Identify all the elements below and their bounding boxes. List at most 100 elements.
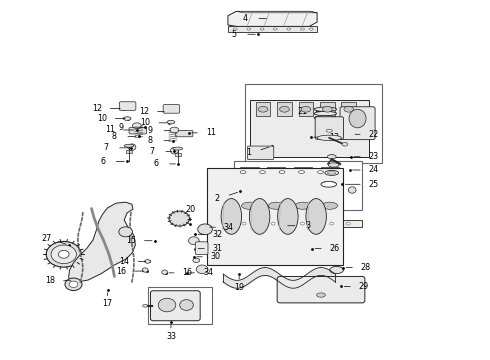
Bar [320, 167, 339, 206]
Ellipse shape [317, 135, 342, 140]
Bar [207, 168, 343, 265]
Text: 14: 14 [120, 257, 130, 266]
FancyBboxPatch shape [250, 100, 369, 157]
Text: 19: 19 [234, 283, 244, 292]
Text: 7: 7 [103, 143, 109, 152]
Text: 28: 28 [361, 263, 371, 272]
Ellipse shape [328, 163, 339, 167]
Ellipse shape [301, 107, 311, 112]
Text: 13: 13 [329, 132, 339, 141]
Ellipse shape [128, 144, 136, 150]
Ellipse shape [314, 116, 337, 120]
Ellipse shape [119, 227, 132, 237]
Ellipse shape [162, 270, 168, 274]
Ellipse shape [322, 107, 332, 112]
Ellipse shape [170, 127, 179, 133]
Ellipse shape [271, 222, 275, 225]
Ellipse shape [318, 171, 323, 174]
Ellipse shape [325, 170, 339, 175]
Ellipse shape [260, 171, 266, 174]
Ellipse shape [143, 304, 147, 307]
Ellipse shape [221, 199, 242, 234]
Text: 33: 33 [166, 332, 176, 341]
Text: 12: 12 [139, 107, 149, 116]
Ellipse shape [327, 172, 336, 174]
Ellipse shape [273, 28, 277, 30]
Ellipse shape [169, 211, 190, 226]
Text: 17: 17 [102, 300, 113, 309]
Bar [298, 102, 313, 116]
Ellipse shape [189, 237, 199, 245]
Ellipse shape [193, 258, 200, 262]
Ellipse shape [158, 298, 176, 312]
Text: 8: 8 [112, 132, 117, 141]
Bar [256, 102, 270, 116]
Ellipse shape [348, 187, 356, 193]
Text: 30: 30 [211, 252, 221, 261]
Text: 18: 18 [45, 276, 55, 285]
Text: 11: 11 [206, 129, 216, 138]
Ellipse shape [326, 129, 332, 132]
Ellipse shape [65, 278, 82, 291]
Polygon shape [228, 12, 317, 26]
Text: 10: 10 [141, 118, 150, 127]
Ellipse shape [132, 123, 141, 129]
Text: 6: 6 [154, 159, 159, 168]
Ellipse shape [258, 107, 268, 112]
Text: 2: 2 [214, 194, 220, 203]
Polygon shape [69, 202, 135, 285]
FancyBboxPatch shape [247, 146, 274, 159]
Ellipse shape [346, 222, 350, 225]
Ellipse shape [300, 222, 304, 225]
Text: 34: 34 [203, 268, 213, 277]
FancyBboxPatch shape [277, 276, 365, 303]
Text: 26: 26 [330, 244, 340, 253]
FancyBboxPatch shape [175, 130, 193, 137]
Ellipse shape [249, 199, 270, 234]
Ellipse shape [295, 202, 311, 209]
Text: 21: 21 [297, 107, 308, 116]
Ellipse shape [344, 107, 354, 112]
FancyBboxPatch shape [340, 107, 375, 140]
Text: 11: 11 [105, 126, 115, 135]
Text: 7: 7 [150, 147, 155, 156]
Ellipse shape [124, 144, 134, 147]
Ellipse shape [269, 202, 284, 209]
Ellipse shape [322, 202, 338, 209]
Ellipse shape [280, 107, 289, 112]
Bar [294, 167, 312, 206]
Ellipse shape [349, 109, 366, 128]
Ellipse shape [287, 28, 291, 30]
Bar [126, 150, 132, 153]
Text: 29: 29 [359, 282, 369, 291]
Text: 5: 5 [232, 30, 237, 39]
Ellipse shape [171, 148, 178, 154]
Text: 22: 22 [368, 130, 379, 139]
Text: 12: 12 [92, 104, 102, 113]
FancyBboxPatch shape [196, 242, 208, 255]
Ellipse shape [142, 268, 148, 272]
Polygon shape [236, 12, 317, 13]
Bar [147, 287, 212, 324]
Text: 23: 23 [368, 152, 379, 161]
Ellipse shape [330, 222, 334, 225]
Ellipse shape [342, 143, 348, 146]
Ellipse shape [180, 300, 194, 310]
FancyBboxPatch shape [163, 105, 180, 113]
Text: 24: 24 [368, 166, 379, 175]
Bar [267, 167, 286, 206]
Ellipse shape [145, 260, 150, 263]
Text: 1: 1 [246, 148, 251, 157]
Ellipse shape [240, 171, 246, 174]
Text: 34: 34 [224, 222, 234, 231]
Text: 3: 3 [306, 221, 311, 230]
Text: 31: 31 [213, 244, 223, 253]
Ellipse shape [198, 224, 212, 235]
FancyBboxPatch shape [119, 102, 136, 111]
Ellipse shape [330, 266, 343, 274]
Ellipse shape [257, 222, 261, 225]
Ellipse shape [286, 222, 290, 225]
Bar [175, 153, 181, 156]
Bar [234, 161, 362, 210]
Ellipse shape [300, 28, 304, 30]
